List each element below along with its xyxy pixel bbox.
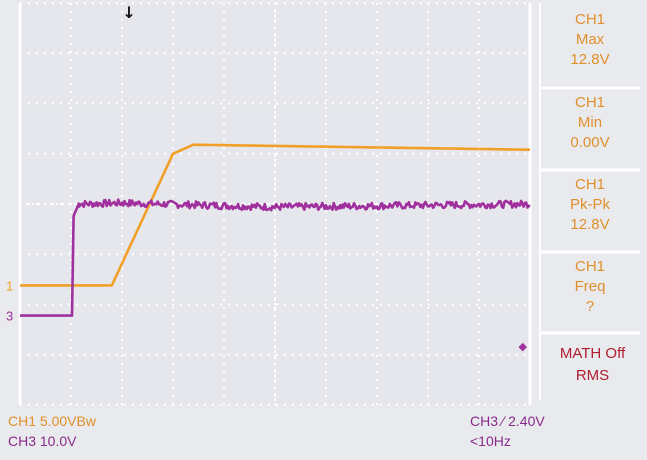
measurement-channel: CH1 [574,258,605,275]
channel-marker-ch1: 1 [6,278,13,293]
measurement-channel: CH1 [574,11,605,28]
measurement-ch1-min: CH1 Min 0.00V [540,93,640,153]
trigger-position-icon: ↓ [122,3,135,22]
measurement-channel: CH1 [574,176,605,193]
trace-ch3 [19,198,531,317]
measurement-label: Pk-Pk [569,196,610,213]
measurement-label: Min [577,114,603,131]
math-line1: MATH Off [559,345,626,362]
math-line2: RMS [575,367,610,384]
measurement-panel-dividers [539,3,640,400]
measurement-ch1-freq: CH1 Freq ? [540,257,640,317]
ch1-scale: CH1 5.00VBw [8,413,96,429]
trigger-level-icon: ◆ [519,340,528,353]
measurement-value: ? [585,298,595,315]
measurement-label: Max [575,31,605,48]
ch3-scale: CH3 10.0V [8,433,77,449]
measurement-channel: CH1 [574,94,605,111]
measurement-value: 0.00V [570,134,610,151]
trigger-frequency: <10Hz [470,433,511,449]
trace-ch1 [19,143,531,287]
measurement-value: 12.8V [570,216,610,233]
measurement-value: 12.8V [570,51,610,68]
trigger-level: CH3 ∕ 2.40V [470,413,545,429]
channel-marker-ch3: 3 [6,309,13,324]
waveform-traces: 1 3 ↓ ◆ [6,3,531,353]
measurement-ch1-max: CH1 Max 12.8V [540,10,640,70]
measurement-label: Freq [574,278,606,295]
measurement-ch1-pkpk: CH1 Pk-Pk 12.8V [540,175,640,235]
math-status: MATH Off RMS [540,343,645,387]
